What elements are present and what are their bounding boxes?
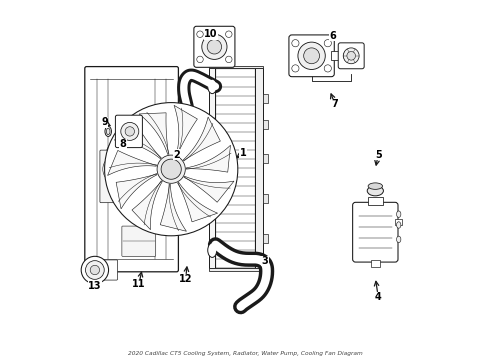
Polygon shape — [114, 125, 161, 159]
Ellipse shape — [208, 79, 217, 94]
FancyBboxPatch shape — [338, 43, 364, 69]
Circle shape — [225, 56, 232, 63]
Bar — [368, 197, 383, 205]
Bar — [209, 66, 263, 68]
Polygon shape — [184, 176, 234, 202]
FancyBboxPatch shape — [100, 150, 134, 203]
Bar — [331, 51, 346, 60]
Circle shape — [324, 65, 331, 72]
Text: 2020 Cadillac CT5 Cooling System, Radiator, Water Pump, Cooling Fan Diagram: 2020 Cadillac CT5 Cooling System, Radiat… — [127, 351, 363, 356]
Bar — [263, 154, 269, 163]
Ellipse shape — [368, 183, 383, 189]
Circle shape — [121, 122, 139, 140]
Circle shape — [104, 103, 238, 236]
Polygon shape — [116, 174, 157, 209]
Circle shape — [202, 34, 227, 59]
Circle shape — [81, 256, 109, 284]
FancyBboxPatch shape — [101, 260, 118, 280]
Circle shape — [292, 40, 299, 47]
Circle shape — [207, 40, 221, 54]
Bar — [209, 68, 216, 268]
Text: 12: 12 — [179, 274, 193, 284]
Circle shape — [292, 65, 299, 72]
Bar — [263, 234, 269, 243]
Text: 1: 1 — [240, 148, 246, 158]
Text: 11: 11 — [132, 279, 146, 289]
Circle shape — [103, 122, 196, 216]
Bar — [263, 194, 269, 203]
Circle shape — [347, 51, 356, 60]
Ellipse shape — [106, 128, 110, 135]
Text: 6: 6 — [330, 31, 337, 41]
Polygon shape — [139, 113, 169, 154]
Bar — [263, 94, 269, 103]
Ellipse shape — [396, 211, 401, 217]
Polygon shape — [132, 181, 162, 230]
Circle shape — [161, 159, 181, 179]
Circle shape — [157, 155, 185, 183]
Bar — [395, 219, 402, 225]
Circle shape — [125, 127, 134, 136]
FancyBboxPatch shape — [289, 35, 334, 77]
FancyBboxPatch shape — [194, 26, 235, 67]
Ellipse shape — [367, 186, 383, 196]
Circle shape — [298, 42, 325, 69]
Text: 4: 4 — [375, 292, 382, 302]
Polygon shape — [108, 150, 156, 175]
Text: 10: 10 — [204, 29, 218, 39]
Circle shape — [324, 40, 331, 47]
Circle shape — [197, 31, 203, 37]
Polygon shape — [160, 184, 187, 231]
Ellipse shape — [343, 51, 348, 60]
Circle shape — [103, 155, 132, 184]
Polygon shape — [178, 183, 218, 222]
FancyBboxPatch shape — [353, 202, 398, 262]
Text: 5: 5 — [375, 150, 382, 160]
Text: 3: 3 — [262, 256, 268, 266]
Bar — [209, 268, 263, 271]
Text: 8: 8 — [119, 139, 126, 149]
Bar — [216, 68, 255, 268]
Polygon shape — [174, 105, 197, 155]
Ellipse shape — [396, 222, 401, 228]
Text: 7: 7 — [332, 99, 339, 109]
Text: 2: 2 — [173, 150, 180, 160]
Circle shape — [225, 31, 232, 37]
FancyBboxPatch shape — [116, 115, 143, 148]
Polygon shape — [186, 145, 230, 172]
Ellipse shape — [208, 243, 217, 257]
Ellipse shape — [105, 126, 111, 136]
Text: 13: 13 — [88, 281, 101, 291]
Circle shape — [304, 48, 319, 64]
Ellipse shape — [396, 236, 401, 243]
FancyBboxPatch shape — [85, 67, 178, 272]
Circle shape — [110, 162, 124, 176]
Circle shape — [197, 56, 203, 63]
Circle shape — [90, 265, 99, 275]
Bar — [371, 260, 380, 267]
Text: 9: 9 — [101, 117, 108, 127]
Polygon shape — [183, 117, 220, 161]
Circle shape — [343, 48, 359, 64]
Bar — [263, 120, 269, 129]
Circle shape — [86, 261, 104, 279]
Bar — [255, 68, 263, 268]
FancyBboxPatch shape — [122, 226, 156, 256]
